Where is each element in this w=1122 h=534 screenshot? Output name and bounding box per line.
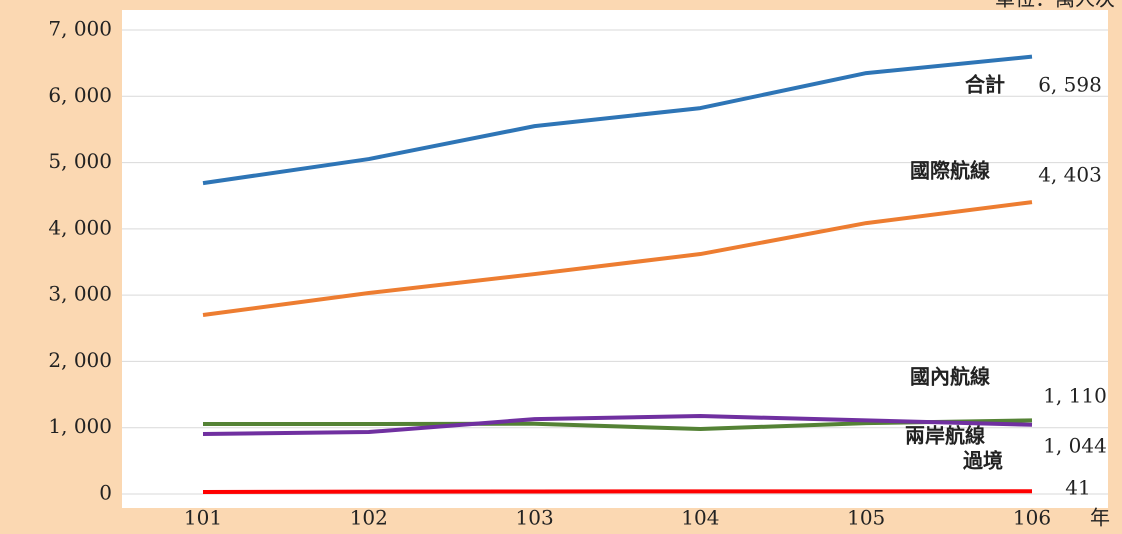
series-label: 過境 [963, 449, 1003, 473]
x-unit-label: 年 [1090, 506, 1110, 530]
series-label: 兩岸航線 [905, 424, 985, 448]
series-line [202, 54, 1033, 186]
series-label: 合計 [965, 73, 1005, 97]
y-tick-label: 5, 000 [48, 149, 112, 173]
series-line [202, 414, 1033, 437]
series-line [202, 489, 1033, 495]
x-tick-label: 102 [350, 506, 388, 530]
x-tick-label: 101 [184, 506, 222, 530]
y-tick-label: 2, 000 [48, 348, 112, 372]
series-label: 國內航線 [910, 365, 990, 389]
y-tick-label: 4, 000 [48, 215, 112, 239]
x-tick-label: 104 [681, 506, 719, 530]
series-label: 國際航線 [910, 159, 990, 183]
series-line [202, 200, 1033, 318]
y-tick-label: 1, 000 [48, 414, 112, 438]
data-label: 6, 598 [1038, 73, 1102, 97]
x-tick-label: 105 [847, 506, 885, 530]
data-label: 1, 044 [1043, 434, 1107, 458]
y-tick-label: 6, 000 [48, 83, 112, 107]
x-tick-label: 103 [516, 506, 554, 530]
unit-label: 單位：萬人次 [995, 0, 1115, 11]
y-tick-label: 0 [99, 481, 112, 505]
data-label: 4, 403 [1038, 163, 1102, 187]
y-tick-label: 3, 000 [48, 282, 112, 306]
data-label: 41 [1065, 476, 1090, 500]
data-label: 1, 110 [1043, 384, 1107, 408]
x-tick-label: 106 [1013, 506, 1051, 530]
y-tick-label: 7, 000 [48, 17, 112, 41]
